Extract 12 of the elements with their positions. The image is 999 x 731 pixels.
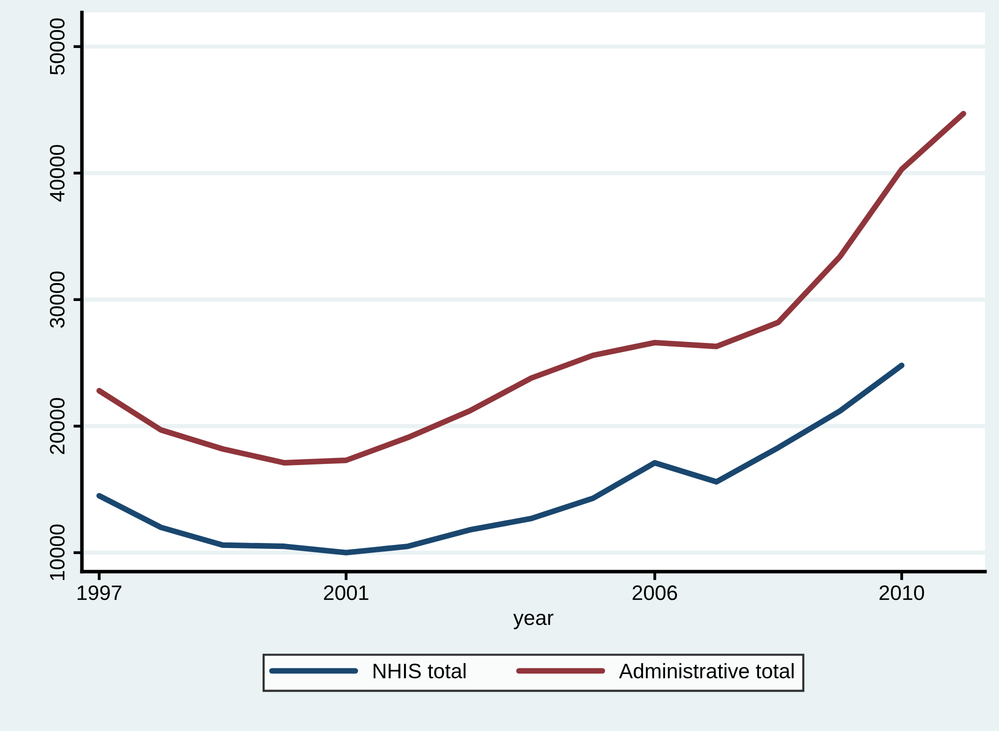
legend-label: NHIS total <box>374 663 466 678</box>
x-axis-title: year <box>513 614 554 630</box>
x-tick-label: 2001 <box>324 585 368 600</box>
y-tick-label: 40000 <box>50 144 65 202</box>
y-tick-label: 20000 <box>50 398 65 454</box>
y-tick-label: 30000 <box>50 271 65 328</box>
x-tick-label: 1997 <box>78 585 122 600</box>
legend-label: Administrative total <box>619 663 794 678</box>
x-tick-label: 2010 <box>880 585 924 600</box>
y-tick-label: 10000 <box>50 524 65 580</box>
x-tick-label: 2006 <box>632 585 678 600</box>
y-tick-label: 50000 <box>50 18 65 75</box>
